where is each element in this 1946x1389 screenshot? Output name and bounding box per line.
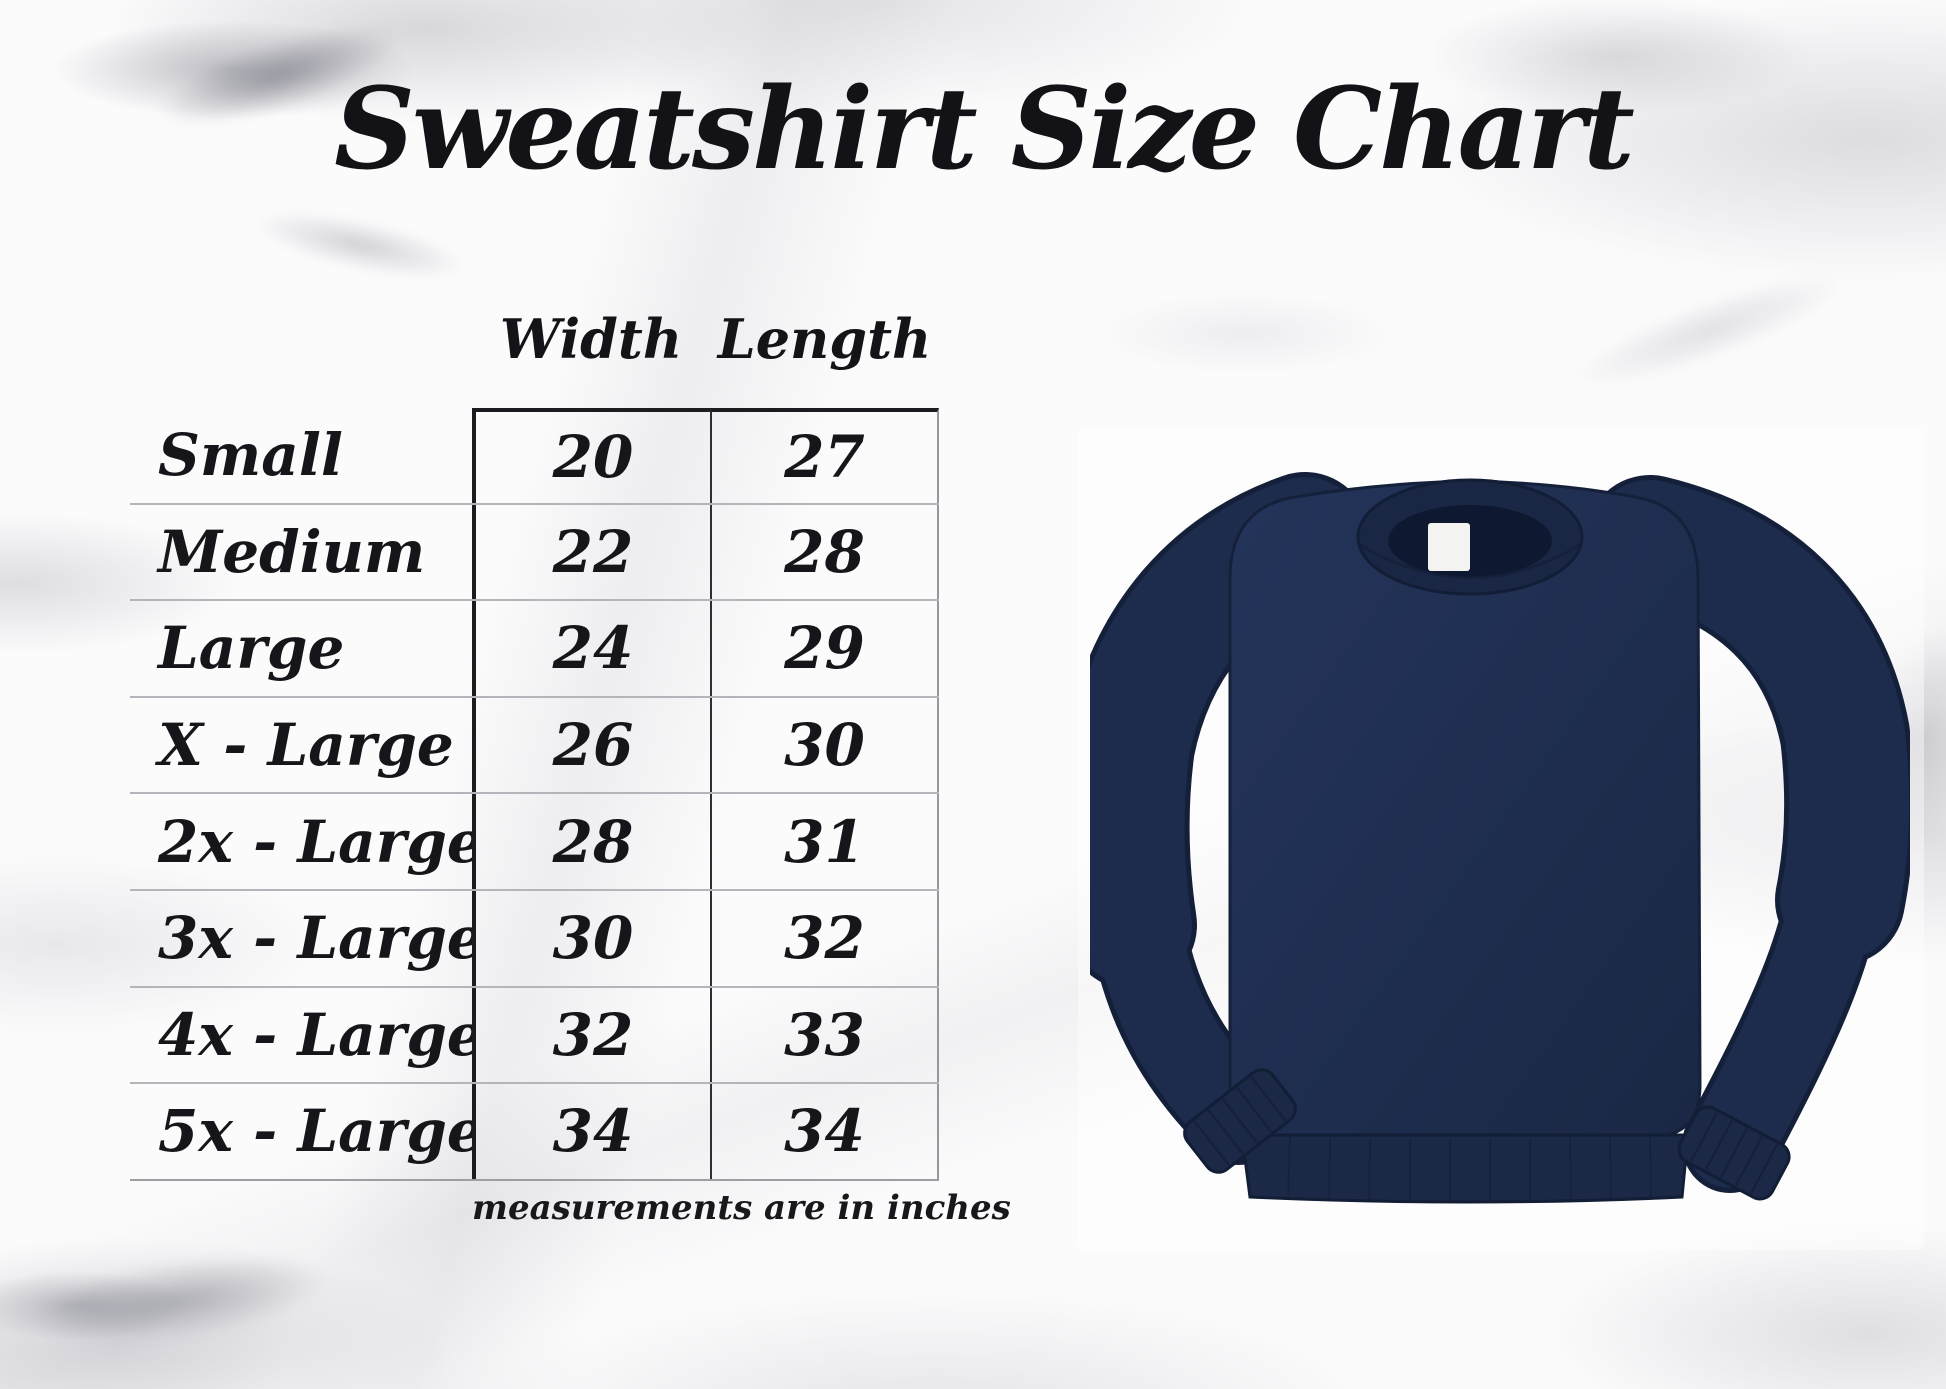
units-note: measurements are in inches [472, 1188, 1011, 1228]
size-label: Medium [158, 517, 426, 586]
length-value: 32 [710, 890, 939, 986]
table-row: X - Large 26 30 [130, 697, 939, 795]
size-label: Large [158, 614, 345, 683]
width-value: 22 [472, 504, 710, 600]
length-value: 27 [710, 408, 939, 503]
neck-tag [1428, 523, 1470, 571]
page-title: Sweatshirt Size Chart [334, 64, 1635, 195]
marble-vein [25, 1239, 335, 1361]
table-row: 5x - Large 34 34 [130, 1084, 939, 1181]
length-value: 33 [710, 987, 939, 1083]
size-table: Width Length Small 20 27 Medium 22 28 Large 24 2… [130, 270, 939, 1181]
size-label: 3x - Large [158, 904, 472, 973]
length-value: 29 [710, 601, 939, 696]
table-row: 4x - Large 32 33 [130, 987, 939, 1085]
length-value: 31 [710, 794, 939, 889]
sweatshirt-image [1090, 472, 1910, 1204]
left-cuff [1183, 1068, 1297, 1174]
size-label: 4x - Large [158, 1000, 472, 1069]
table-row: Large 24 29 [130, 601, 939, 698]
right-sleeve [1585, 475, 1910, 1193]
table-row: 3x - Large 30 32 [130, 890, 939, 988]
size-label: Small [158, 421, 343, 490]
column-header-length: Length [717, 307, 932, 371]
table-row: Medium 22 28 [130, 504, 939, 602]
width-value: 24 [472, 601, 710, 696]
collar [1356, 478, 1584, 596]
width-value: 32 [472, 987, 710, 1083]
width-value: 34 [472, 1084, 710, 1179]
column-header-width: Width [499, 307, 683, 371]
size-label: X - Large [158, 711, 454, 780]
right-cuff [1677, 1105, 1791, 1201]
length-value: 30 [710, 697, 939, 793]
table-row: Small 20 27 [130, 408, 939, 505]
size-table-header: Width Length [130, 270, 939, 408]
length-value: 34 [710, 1084, 939, 1179]
table-row: 2x - Large 28 31 [130, 794, 939, 891]
size-label: 2x - Large [158, 807, 472, 876]
hem-band [1240, 1133, 1690, 1204]
length-value: 28 [710, 504, 939, 600]
width-value: 20 [472, 408, 710, 503]
size-label: 5x - Large [158, 1097, 472, 1166]
marble-vein [1558, 250, 1862, 410]
column-header-size [130, 270, 472, 408]
width-value: 30 [472, 890, 710, 986]
width-value: 26 [472, 697, 710, 793]
size-table-rows: Small 20 27 Medium 22 28 Large 24 29 X - Large 26 3… [130, 408, 939, 1181]
width-value: 28 [472, 794, 710, 889]
